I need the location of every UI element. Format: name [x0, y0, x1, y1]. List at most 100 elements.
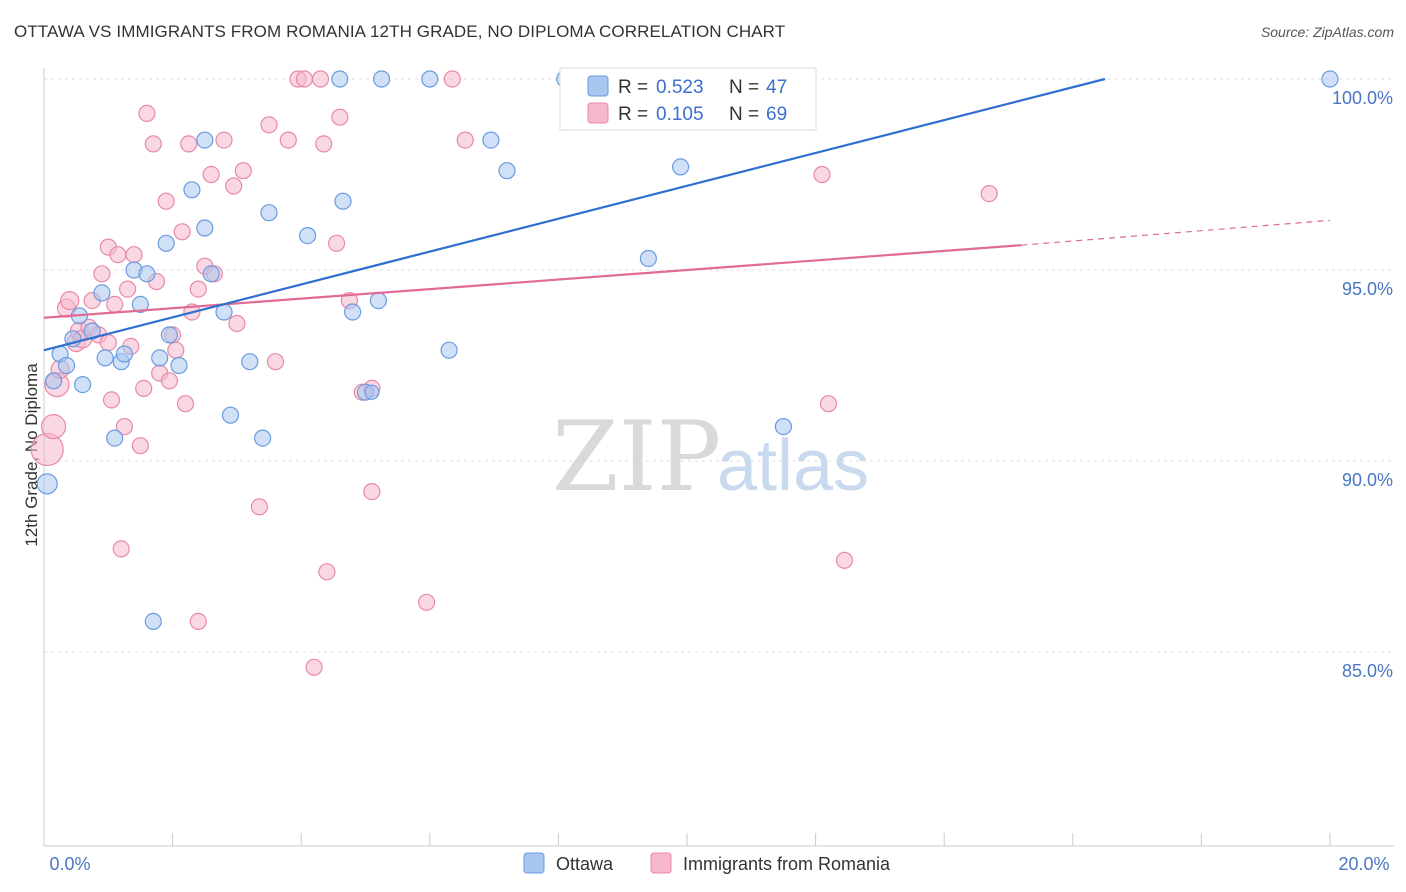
romania-point	[819, 395, 838, 413]
romania-point	[260, 116, 278, 134]
legend-r-label-ottawa: R =	[618, 77, 648, 98]
ottawa-point	[196, 131, 214, 149]
y-tick-label: 100.0%	[1332, 88, 1393, 108]
ottawa-point	[151, 349, 169, 367]
chart-title: OTTAWA VS IMMIGRANTS FROM ROMANIA 12TH G…	[14, 22, 786, 41]
y-tick-label: 95.0%	[1342, 279, 1393, 299]
legend-n-label-romania: N =	[729, 104, 759, 125]
ottawa-point	[131, 295, 149, 313]
ottawa-point	[36, 473, 58, 495]
romania-point	[125, 246, 143, 264]
bottom-legend-swatch-romania	[650, 852, 672, 874]
legend-swatch-romania	[587, 102, 609, 124]
romania-point	[115, 418, 134, 436]
romania-point	[202, 165, 220, 184]
ottawa-point	[73, 376, 92, 394]
ottawa-point	[440, 341, 458, 359]
ottawa-point	[44, 372, 63, 390]
legend-n-value-ottawa: 47	[766, 77, 787, 98]
romania-point	[189, 612, 207, 631]
romania-point	[813, 165, 831, 184]
romania-point	[180, 135, 198, 153]
ottawa-point	[299, 227, 317, 245]
ottawa-point	[331, 70, 349, 88]
bottom-legend-label-romania: Immigrants from Romania	[683, 854, 891, 874]
romania-point	[60, 291, 80, 311]
legend-n-label-ottawa: N =	[729, 77, 759, 98]
ottawa-point	[144, 612, 162, 631]
romania-point	[418, 593, 436, 611]
romania-point	[118, 280, 137, 298]
ottawa-point	[1321, 70, 1339, 88]
romania-point	[363, 483, 381, 501]
romania-point	[144, 135, 162, 153]
ottawa-point	[183, 181, 201, 199]
y-tick-label: 85.0%	[1342, 661, 1393, 681]
watermark-zip: ZIP	[552, 401, 721, 513]
legend-n-value-romania: 69	[766, 104, 787, 125]
bottom-legend-swatch-ottawa	[523, 852, 545, 874]
ottawa-point	[421, 70, 439, 88]
ottawa-point	[115, 345, 134, 363]
romania-point	[305, 658, 323, 676]
x-axis-ticks	[43, 833, 1331, 846]
ottawa-point	[170, 356, 188, 375]
trend-line-romania-extension	[1021, 219, 1331, 246]
romania-point	[109, 246, 127, 264]
ottawa-point	[157, 234, 175, 252]
correlation-legend: R = 0.523 N = 47 R = 0.105 N = 69	[559, 67, 817, 131]
romania-point	[30, 432, 64, 467]
ottawa-point	[254, 429, 272, 447]
trend-line-ottawa	[43, 77, 1106, 352]
romania-point	[131, 437, 149, 455]
ottawa-point	[334, 192, 352, 210]
romania-point	[135, 379, 153, 397]
legend-r-label-romania: R =	[618, 104, 648, 125]
ottawa-point	[671, 158, 690, 176]
watermark-atlas: atlas	[717, 426, 869, 506]
romania-point	[138, 104, 156, 123]
romania-point	[106, 295, 124, 313]
romania-point	[99, 334, 117, 352]
romania-point	[456, 131, 474, 149]
bottom-legend-label-ottawa: Ottawa	[556, 854, 614, 874]
romania-point	[318, 563, 336, 581]
x-tick-label-min: 0.0%	[49, 854, 90, 874]
romania-point	[234, 162, 252, 180]
source-credit: Source: ZipAtlas.com	[1260, 24, 1394, 40]
ottawa-point	[260, 204, 278, 222]
series-legend: Ottawa Immigrants from Romania	[523, 852, 891, 874]
ottawa-point	[196, 219, 214, 237]
romania-point	[250, 498, 268, 516]
romania-point	[331, 108, 349, 126]
ottawa-point	[160, 326, 178, 344]
y-tick-labels: 85.0% 90.0% 95.0% 100.0%	[1332, 88, 1393, 681]
legend-r-value-romania: 0.105	[656, 104, 704, 125]
romania-point	[266, 353, 285, 371]
ottawa-point	[344, 303, 362, 321]
romania-point	[102, 391, 121, 409]
romania-point	[443, 70, 461, 88]
romania-point	[980, 185, 998, 203]
ottawa-point	[482, 131, 500, 149]
x-tick-label-max: 20.0%	[1338, 854, 1389, 874]
ottawa-point	[83, 322, 101, 340]
legend-r-value-ottawa: 0.523	[656, 77, 704, 98]
ottawa-point	[221, 406, 240, 424]
ottawa-point	[364, 384, 380, 400]
legend-swatch-ottawa	[587, 75, 609, 97]
ottawa-point	[202, 265, 220, 283]
romania-point	[176, 395, 195, 413]
ottawa-point	[498, 162, 516, 180]
romania-point	[173, 223, 191, 241]
romania-point	[93, 265, 111, 283]
ottawa-point	[106, 429, 124, 447]
romania-point	[167, 341, 185, 359]
romania-point	[315, 135, 333, 153]
ottawa-point	[774, 418, 793, 436]
trend-line-romania	[43, 244, 1022, 319]
romania-point	[215, 131, 233, 149]
romania-point	[279, 131, 297, 149]
ottawa-point	[241, 353, 259, 371]
